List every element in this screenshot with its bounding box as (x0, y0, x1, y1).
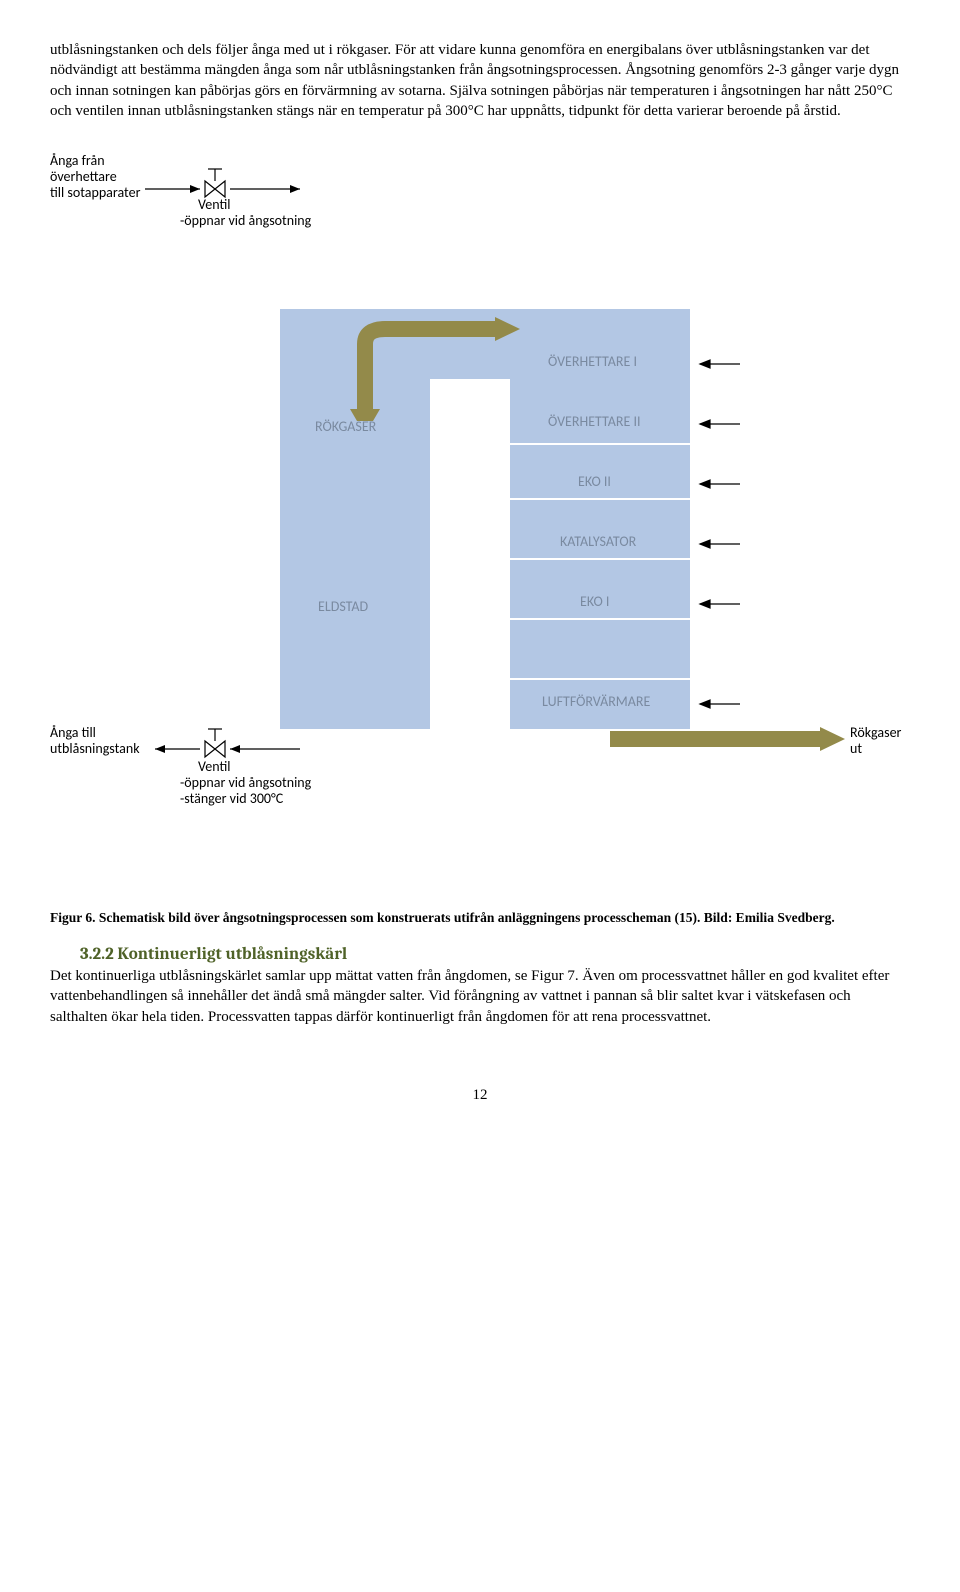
page-number: 12 (50, 1087, 910, 1104)
label-valve-bottom-note2: -stänger vid 300°C (180, 791, 283, 808)
arrowhead-icon (820, 727, 845, 751)
label-eldstad: ELDSTAD (318, 599, 368, 616)
arrowhead-icon (155, 745, 165, 753)
arrowhead-icon (230, 745, 240, 753)
valve-icon (205, 741, 225, 757)
label-overhettare-2: ÖVERHETTARE II (548, 414, 641, 431)
inlet-arrows (700, 360, 740, 708)
diagram-figure-6: Ånga från överhettare till sotapparater … (50, 139, 910, 899)
valve-icon (205, 181, 225, 197)
paragraph-2: Det kontinuerliga utblåsningskärlet saml… (50, 966, 910, 1027)
diagram-svg (50, 139, 910, 899)
heading-3-2-2: 3.2.2 Kontinuerligt utblåsningskärl (80, 945, 910, 964)
boiler-shape (280, 309, 690, 729)
label-rokgaser: RÖKGASER (315, 419, 376, 436)
paragraph-1: utblåsningstanken och dels följer ånga m… (50, 40, 910, 121)
label-luftforvarmare: LUFTFÖRVÄRMARE (542, 694, 650, 711)
arrowhead-icon (290, 185, 300, 193)
figure-caption: Figur 6. Schematisk bild över ångsotning… (50, 909, 910, 927)
arrowhead-icon (190, 185, 200, 193)
label-overhettare-1: ÖVERHETTARE I (548, 354, 637, 371)
label-sotapparater: till sotapparater (50, 185, 140, 202)
label-eko1: EKO I (580, 594, 609, 611)
label-utblasningstank: utblåsningstank (50, 741, 140, 758)
label-ut: ut (850, 741, 862, 758)
label-eko2: EKO II (578, 474, 611, 491)
label-katalysator: KATALYSATOR (560, 534, 636, 551)
label-valve-top-note: -öppnar vid ångsotning (180, 213, 311, 230)
